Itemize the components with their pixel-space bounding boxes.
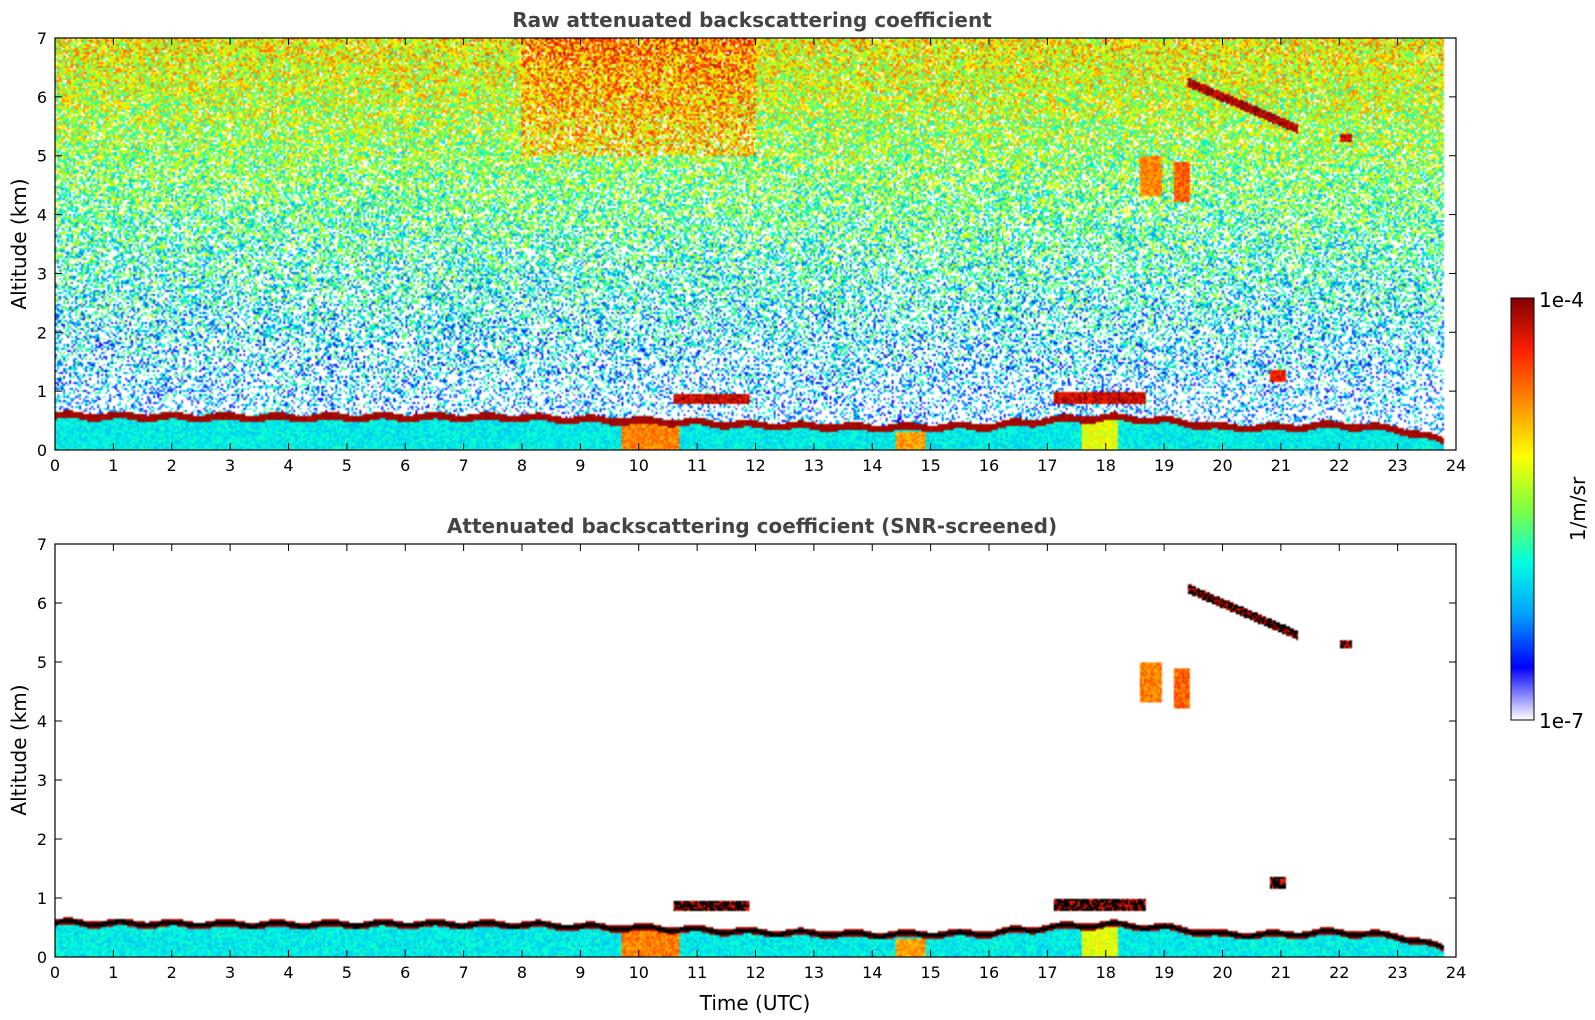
x-tick-label: 17 — [1037, 456, 1057, 475]
x-tick-label: 9 — [575, 963, 585, 982]
x-tick-label: 11 — [687, 963, 707, 982]
x-tick-label: 10 — [629, 456, 649, 475]
y-tick-label: 7 — [37, 29, 47, 48]
y-tick-label: 0 — [37, 948, 47, 967]
y-tick-label: 5 — [37, 147, 47, 166]
x-tick-label: 0 — [50, 963, 60, 982]
x-tick-label: 6 — [400, 456, 410, 475]
y-tick-label: 7 — [37, 535, 47, 554]
x-tick-label: 10 — [629, 963, 649, 982]
x-tick-label: 5 — [342, 456, 352, 475]
bottom-heatmap-image — [55, 544, 1456, 957]
x-tick-label: 24 — [1446, 456, 1466, 475]
x-tick-label: 22 — [1329, 963, 1349, 982]
y-tick-label: 3 — [37, 771, 47, 790]
x-tick-label: 0 — [50, 456, 60, 475]
y-tick-label: 2 — [37, 830, 47, 849]
y-tick-label: 4 — [37, 206, 47, 225]
x-tick-label: 3 — [225, 456, 235, 475]
x-axis-label: Time (UTC) — [699, 991, 811, 1015]
x-tick-label: 5 — [342, 963, 352, 982]
x-tick-label: 13 — [804, 963, 824, 982]
x-tick-label: 2 — [167, 963, 177, 982]
top-axis-ticks: 0 1 2 3 4 5 6 7 8 9 10 11 12 13 14 15 16 17 18 19 20 21 22 23 24… — [37, 29, 1466, 475]
x-tick-label: 17 — [1037, 963, 1057, 982]
x-tick-label: 18 — [1096, 963, 1116, 982]
x-tick-label: 8 — [517, 963, 527, 982]
x-tick-label: 16 — [979, 456, 999, 475]
x-tick-label: 12 — [745, 456, 765, 475]
bottom-y-axis-label: Altitude (km) — [7, 684, 31, 815]
bottom-panel-title: Attenuated backscattering coefficient (S… — [447, 514, 1057, 538]
colorbar-max-label: 1e-4 — [1539, 288, 1584, 312]
x-tick-label: 4 — [283, 456, 293, 475]
x-tick-label: 2 — [167, 456, 177, 475]
top-panel: 0 1 2 3 4 5 6 7 8 9 10 11 12 13 14 15 16 17 18 19 20 21 22 23 24… — [37, 29, 1466, 475]
x-tick-label: 14 — [862, 963, 882, 982]
x-tick-label: 7 — [459, 456, 469, 475]
top-panel-title: Raw attenuated backscattering coefficien… — [512, 8, 992, 32]
y-tick-label: 3 — [37, 264, 47, 283]
x-tick-label: 23 — [1387, 963, 1407, 982]
x-tick-label: 4 — [283, 963, 293, 982]
top-heatmap-image — [55, 38, 1456, 450]
x-tick-label: 11 — [687, 456, 707, 475]
y-tick-label: 6 — [37, 594, 47, 613]
x-tick-label: 6 — [400, 963, 410, 982]
x-tick-label: 19 — [1154, 963, 1174, 982]
x-tick-label: 13 — [804, 456, 824, 475]
x-tick-label: 12 — [745, 963, 765, 982]
x-tick-label: 3 — [225, 963, 235, 982]
y-tick-label: 5 — [37, 653, 47, 672]
colorbar — [1510, 297, 1535, 721]
x-tick-label: 20 — [1212, 963, 1232, 982]
x-tick-label: 15 — [920, 456, 940, 475]
y-tick-label: 2 — [37, 323, 47, 342]
x-tick-label: 1 — [108, 963, 118, 982]
bottom-panel: 0 1 2 3 4 5 6 7 8 9 10 11 12 13 14 15 16 17 18 19 20 21 22 23 24… — [37, 535, 1466, 982]
colorbar-min-label: 1e-7 — [1539, 709, 1584, 733]
y-tick-label: 6 — [37, 88, 47, 107]
x-tick-label: 1 — [108, 456, 118, 475]
x-tick-label: 20 — [1212, 456, 1232, 475]
y-tick-label: 1 — [37, 382, 47, 401]
x-tick-label: 23 — [1387, 456, 1407, 475]
x-tick-label: 19 — [1154, 456, 1174, 475]
bottom-axis-ticks: 0 1 2 3 4 5 6 7 8 9 10 11 12 13 14 15 16 17 18 19 20 21 22 23 24… — [37, 535, 1466, 982]
y-tick-label: 4 — [37, 712, 47, 731]
x-tick-label: 18 — [1096, 456, 1116, 475]
y-tick-label: 1 — [37, 889, 47, 908]
x-tick-label: 9 — [575, 456, 585, 475]
x-tick-label: 21 — [1271, 456, 1291, 475]
x-tick-label: 22 — [1329, 456, 1349, 475]
x-tick-label: 7 — [459, 963, 469, 982]
x-tick-label: 8 — [517, 456, 527, 475]
x-tick-label: 21 — [1271, 963, 1291, 982]
x-tick-label: 16 — [979, 963, 999, 982]
x-tick-label: 15 — [920, 963, 940, 982]
y-tick-label: 0 — [37, 441, 47, 460]
x-tick-label: 24 — [1446, 963, 1466, 982]
x-tick-label: 14 — [862, 456, 882, 475]
top-y-axis-label: Altitude (km) — [7, 178, 31, 309]
colorbar-unit-label: 1/m/sr — [1566, 476, 1590, 541]
